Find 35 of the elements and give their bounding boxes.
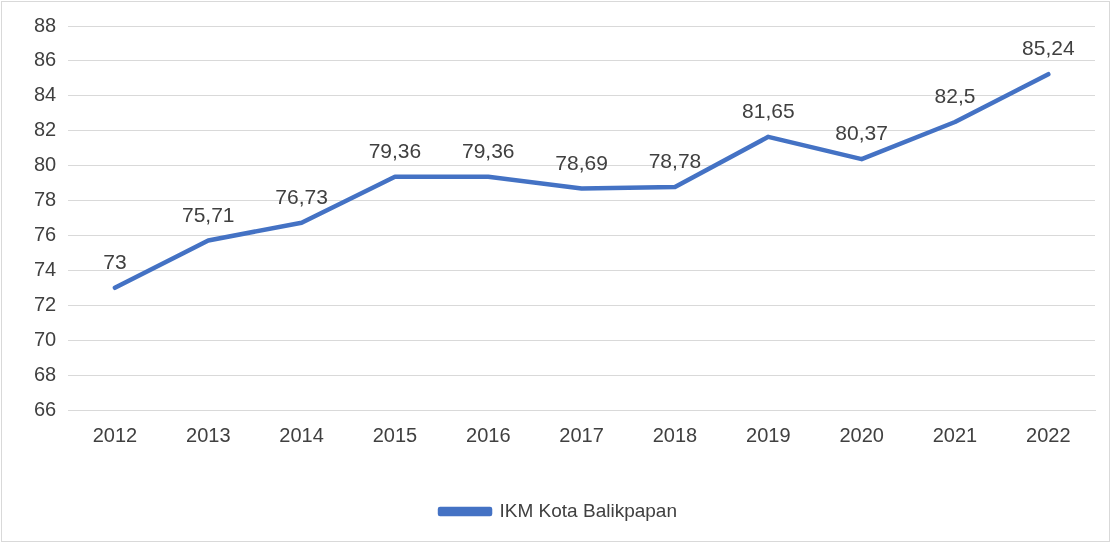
x-tick-label: 2014 — [279, 423, 324, 446]
legend-label: IKM Kota Balikpapan — [499, 499, 677, 521]
x-tick-label: 2019 — [746, 423, 791, 446]
x-tick-label: 2017 — [559, 423, 604, 446]
y-tick-label: 86 — [34, 48, 57, 71]
data-label: 78,69 — [555, 150, 608, 174]
y-tick-label: 72 — [34, 292, 57, 315]
data-label: 79,36 — [462, 139, 515, 163]
data-label: 80,37 — [835, 121, 888, 145]
data-label: 82,5 — [934, 84, 976, 108]
y-tick-label: 82 — [34, 118, 57, 141]
x-tick-label: 2020 — [839, 423, 884, 446]
y-tick-label: 70 — [34, 327, 57, 350]
y-tick-label: 68 — [34, 362, 57, 385]
y-tick-label: 66 — [34, 397, 57, 420]
y-tick-label: 78 — [34, 188, 57, 211]
y-tick-label: 88 — [34, 13, 57, 36]
data-label: 79,36 — [368, 139, 422, 163]
y-tick-label: 84 — [34, 83, 57, 106]
y-tick-label: 74 — [34, 257, 57, 280]
data-label: 78,78 — [648, 149, 702, 173]
x-tick-label: 2018 — [652, 423, 698, 446]
x-tick-label: 2021 — [932, 423, 978, 446]
y-tick-label: 80 — [34, 153, 57, 176]
x-tick-label: 2015 — [372, 423, 418, 446]
x-tick-label: 2013 — [186, 423, 231, 446]
y-tick-label: 76 — [34, 222, 57, 245]
x-tick-label: 2022 — [1026, 423, 1071, 446]
x-tick-label: 2012 — [92, 423, 138, 446]
data-label: 76,73 — [275, 185, 328, 209]
data-label: 81,65 — [742, 99, 795, 123]
data-label: 85,24 — [1022, 36, 1075, 60]
data-label: 73 — [103, 250, 127, 274]
x-tick-label: 2016 — [466, 423, 511, 446]
data-label: 75,71 — [181, 202, 235, 226]
